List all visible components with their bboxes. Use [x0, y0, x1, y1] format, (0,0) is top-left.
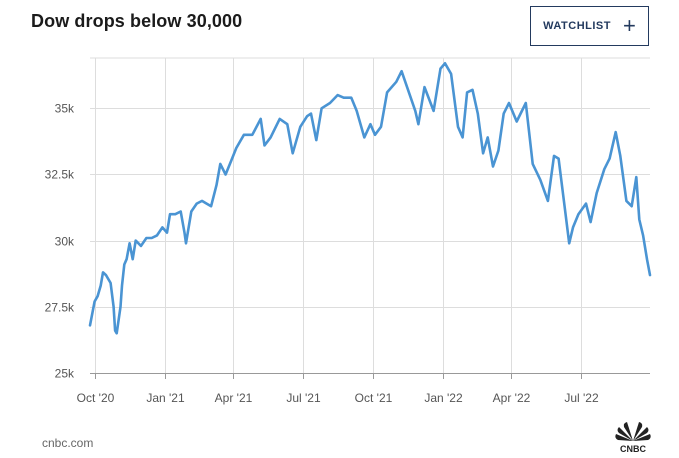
plus-icon: +: [622, 13, 636, 38]
watchlist-label: WATCHLIST: [543, 20, 611, 32]
y-tick-label: 30k: [55, 235, 75, 249]
y-tick-label: 35k: [55, 102, 75, 116]
watchlist-button[interactable]: WATCHLIST +: [530, 6, 649, 46]
x-tick-label: Jan '22: [424, 391, 463, 405]
cnbc-logo: CNBC: [610, 419, 656, 458]
source-label: cnbc.com: [42, 436, 94, 450]
logo-text: CNBC: [620, 444, 646, 453]
y-tick-label: 25k: [55, 367, 75, 381]
x-tick-label: Jan '21: [146, 391, 185, 405]
x-tick-label: Apr '22: [493, 391, 531, 405]
x-tick-label: Oct '20: [77, 391, 115, 405]
x-tick-label: Jul '21: [286, 391, 321, 405]
dow-series-line: [88, 62, 652, 335]
x-tick-label: Apr '21: [215, 391, 253, 405]
y-tick-label: 32.5k: [45, 168, 75, 182]
series-layer: [88, 62, 652, 335]
y-tick-label: 27.5k: [45, 301, 75, 315]
x-tick-label: Jul '22: [564, 391, 599, 405]
page-title: Dow drops below 30,000: [31, 11, 243, 31]
x-tick-label: Oct '21: [355, 391, 393, 405]
axis-layer: 25k 27.5k 30k 32.5k 35k Oct '20 Jan '21 Apr '21…: [45, 102, 599, 406]
grid-layer: [90, 57, 650, 374]
